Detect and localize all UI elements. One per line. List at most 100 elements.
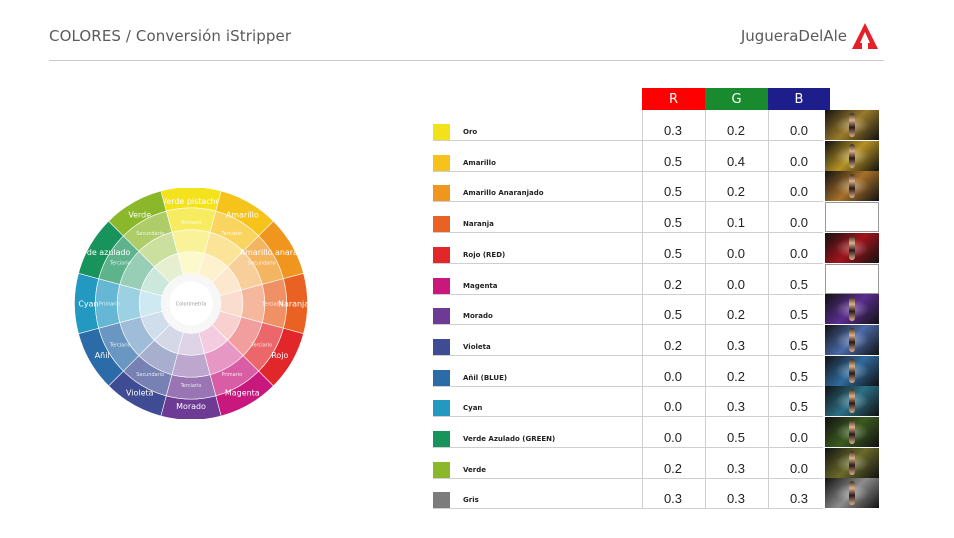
wheel-inner-label: Terciario — [220, 231, 242, 237]
row-divider — [433, 140, 823, 141]
wheel-inner-label: Terciario — [180, 220, 202, 226]
value-b: 0.5 — [789, 276, 809, 292]
value-g: 0.3 — [726, 337, 746, 353]
color-swatch — [433, 461, 450, 479]
preview-thumbnail[interactable] — [825, 171, 879, 202]
wheel-inner-label: Secundario — [136, 372, 164, 378]
row-divider — [433, 447, 823, 448]
table-row: Morado 0.5 0.2 0.5 — [433, 294, 879, 326]
wheel-label: Verde pistacho — [162, 197, 221, 206]
value-g: 0.0 — [726, 276, 746, 292]
color-swatch — [433, 277, 450, 295]
value-r: 0.5 — [663, 215, 683, 231]
row-divider — [433, 477, 823, 479]
header-divider — [49, 60, 884, 61]
value-g: 0.3 — [726, 460, 746, 476]
color-name: Magenta — [463, 281, 498, 290]
wheel-inner-label: Terciario — [180, 383, 202, 389]
value-r: 0.2 — [663, 276, 683, 292]
value-b: 0.0 — [789, 460, 809, 476]
table-row: Rojo (RED) 0.5 0.0 0.0 — [433, 232, 879, 264]
value-g: 0.5 — [726, 430, 746, 445]
preview-thumbnail[interactable] — [825, 263, 879, 294]
preview-thumbnail[interactable] — [825, 478, 879, 509]
column-divider — [768, 110, 769, 509]
model-figure-icon — [849, 420, 855, 444]
value-g: 0.1 — [726, 215, 746, 231]
wheel-center-label: Colorimetría — [176, 300, 207, 307]
wheel-inner-label: Primario — [99, 301, 120, 307]
preview-thumbnail[interactable] — [825, 294, 879, 325]
preview-thumbnail[interactable] — [825, 355, 879, 386]
color-name: Rojo (RED) — [463, 250, 506, 259]
value-b: 0.3 — [789, 491, 809, 507]
wheel-inner-label: Terciario — [109, 261, 131, 267]
preview-thumbnail[interactable] — [825, 324, 879, 355]
value-b: 0.0 — [789, 245, 809, 261]
value-b: 0.0 — [789, 184, 809, 200]
color-swatch — [433, 124, 450, 141]
row-divider — [433, 232, 823, 234]
value-g: 0.2 — [726, 184, 746, 200]
wheel-label: Verde azulado — [74, 248, 131, 257]
value-b: 0.5 — [789, 368, 809, 384]
value-r: 0.3 — [663, 491, 683, 507]
value-g: 0.2 — [726, 123, 746, 138]
wheel-label: Morado — [176, 402, 206, 411]
row-divider — [433, 508, 823, 510]
wheel-center-inner — [169, 281, 213, 326]
color-swatch — [433, 431, 450, 448]
column-divider — [642, 110, 643, 509]
color-name: Añil (BLUE) — [463, 373, 508, 382]
value-r: 0.0 — [663, 368, 683, 384]
color-name: Verde Azulado (GREEN) — [463, 435, 556, 443]
table-row: Gris 0.3 0.3 0.3 — [433, 478, 879, 510]
row-divider — [433, 324, 823, 326]
value-b: 0.0 — [789, 430, 809, 445]
color-name: Amarillo Anaranjado — [463, 189, 544, 198]
wheel-label: Verde — [128, 211, 151, 220]
value-b: 0.5 — [789, 307, 809, 323]
model-figure-icon — [849, 358, 855, 383]
wheel-label: Magenta — [225, 388, 260, 397]
row-divider — [433, 293, 823, 295]
preview-thumbnail[interactable] — [825, 140, 879, 171]
value-r: 0.5 — [663, 153, 683, 169]
value-b: 0.0 — [789, 123, 809, 138]
wheel-label: Violeta — [126, 388, 154, 397]
color-name: Verde — [463, 465, 486, 474]
value-r: 0.3 — [663, 123, 683, 138]
value-b: 0.0 — [789, 153, 809, 169]
value-r: 0.0 — [663, 430, 683, 445]
value-g: 0.3 — [726, 491, 746, 507]
header-r: R — [642, 88, 705, 110]
wheel-segment — [240, 284, 265, 323]
model-figure-icon — [849, 450, 855, 475]
page-title: COLORES / Conversión iStripper — [49, 27, 292, 45]
preview-thumbnail[interactable] — [825, 202, 879, 233]
preview-thumbnail[interactable] — [825, 386, 879, 417]
color-swatch — [433, 154, 450, 172]
wheel-inner-label: Terciario — [109, 342, 131, 348]
color-name: Naranja — [463, 220, 494, 229]
color-swatch — [433, 338, 450, 356]
preview-thumbnail[interactable] — [825, 417, 879, 447]
color-name: Oro — [463, 128, 478, 136]
model-figure-icon — [849, 327, 855, 352]
preview-thumbnail[interactable] — [825, 232, 879, 263]
model-figure-icon — [849, 143, 855, 168]
column-divider — [705, 110, 706, 509]
table-row: Amarillo 0.5 0.4 0.0 — [433, 140, 879, 172]
preview-thumbnail[interactable] — [825, 447, 879, 478]
wheel-inner-label: Primario — [221, 372, 242, 378]
brand-logo-icon — [852, 23, 878, 49]
color-name: Cyan — [463, 404, 483, 413]
value-r: 0.2 — [663, 337, 683, 353]
table-row: Añil (BLUE) 0.0 0.2 0.5 — [433, 355, 879, 387]
preview-thumbnail[interactable] — [825, 110, 879, 140]
value-r: 0.5 — [663, 245, 683, 261]
color-name: Gris — [463, 496, 479, 505]
color-swatch — [433, 308, 450, 326]
wheel-inner-label: Secundario — [248, 261, 276, 267]
model-figure-icon — [849, 481, 855, 506]
